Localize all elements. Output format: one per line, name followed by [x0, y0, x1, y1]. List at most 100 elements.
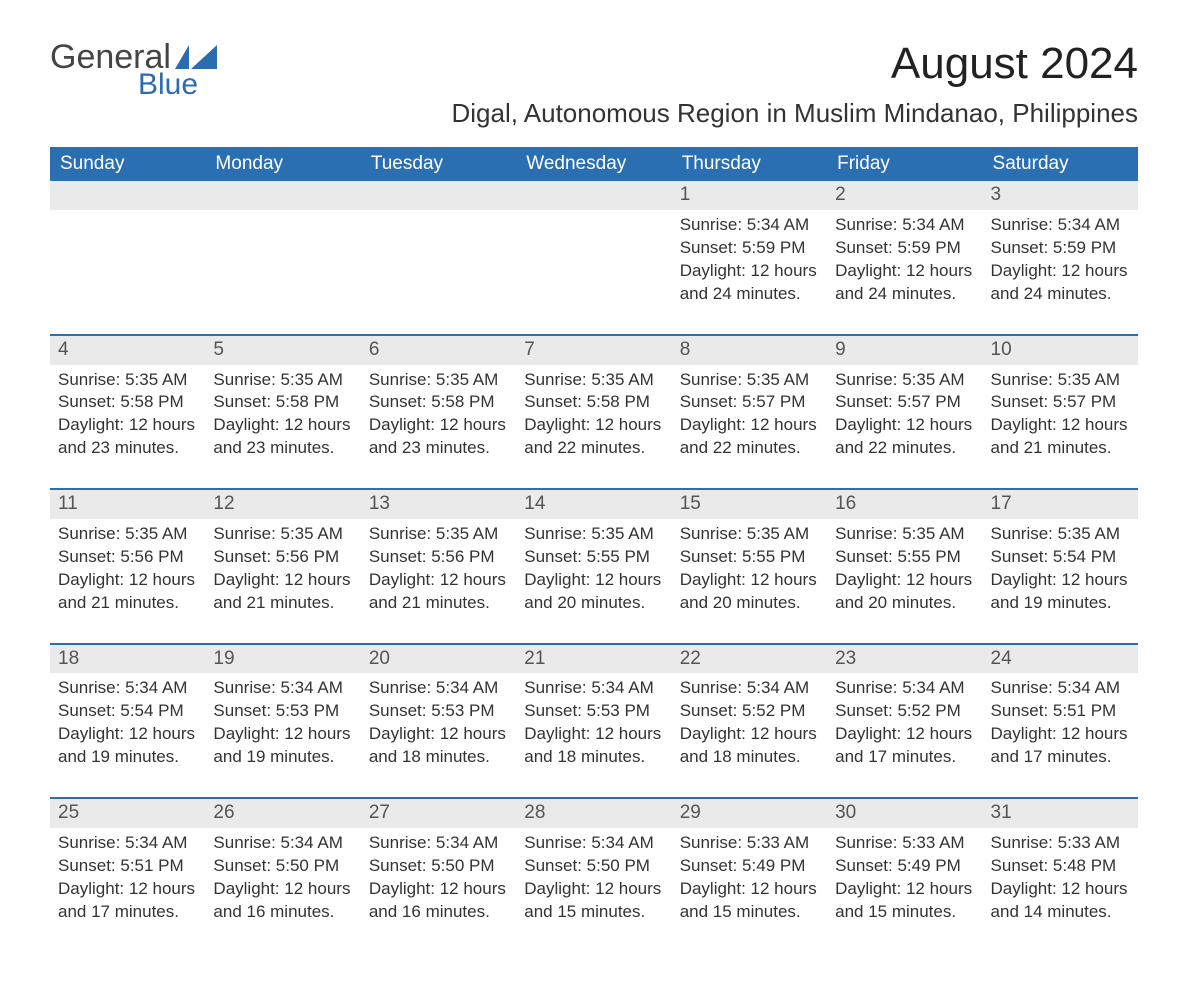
- day-number: 1: [672, 181, 827, 210]
- daylight-line: Daylight: 12 hours and 23 minutes.: [213, 414, 352, 460]
- day-content: [50, 210, 205, 310]
- sunrise-line: Sunrise: 5:34 AM: [835, 214, 974, 237]
- sunset-line: Sunset: 5:58 PM: [524, 391, 663, 414]
- day-content: Sunrise: 5:33 AMSunset: 5:49 PMDaylight:…: [672, 828, 827, 952]
- calendar-day-cell: 19Sunrise: 5:34 AMSunset: 5:53 PMDayligh…: [205, 644, 360, 798]
- day-number: 4: [50, 336, 205, 365]
- day-content: Sunrise: 5:34 AMSunset: 5:53 PMDaylight:…: [205, 673, 360, 797]
- day-number: 12: [205, 490, 360, 519]
- sunset-line: Sunset: 5:54 PM: [58, 700, 197, 723]
- day-number: 25: [50, 799, 205, 828]
- weekday-header: Wednesday: [516, 147, 671, 181]
- day-content: Sunrise: 5:34 AMSunset: 5:50 PMDaylight:…: [205, 828, 360, 952]
- day-number: [205, 181, 360, 210]
- calendar-day-cell: 23Sunrise: 5:34 AMSunset: 5:52 PMDayligh…: [827, 644, 982, 798]
- day-content: Sunrise: 5:35 AMSunset: 5:56 PMDaylight:…: [50, 519, 205, 643]
- sunset-line: Sunset: 5:59 PM: [991, 237, 1130, 260]
- daylight-line: Daylight: 12 hours and 17 minutes.: [991, 723, 1130, 769]
- day-content: Sunrise: 5:35 AMSunset: 5:57 PMDaylight:…: [672, 365, 827, 489]
- day-number: 6: [361, 336, 516, 365]
- daylight-line: Daylight: 12 hours and 15 minutes.: [680, 878, 819, 924]
- daylight-line: Daylight: 12 hours and 16 minutes.: [213, 878, 352, 924]
- day-content: Sunrise: 5:35 AMSunset: 5:58 PMDaylight:…: [361, 365, 516, 489]
- daylight-line: Daylight: 12 hours and 20 minutes.: [680, 569, 819, 615]
- daylight-line: Daylight: 12 hours and 24 minutes.: [835, 260, 974, 306]
- calendar-day-cell: 22Sunrise: 5:34 AMSunset: 5:52 PMDayligh…: [672, 644, 827, 798]
- weekday-header: Sunday: [50, 147, 205, 181]
- day-content: Sunrise: 5:35 AMSunset: 5:55 PMDaylight:…: [827, 519, 982, 643]
- day-content: Sunrise: 5:34 AMSunset: 5:59 PMDaylight:…: [983, 210, 1138, 334]
- calendar-day-cell: [516, 181, 671, 334]
- sunrise-line: Sunrise: 5:34 AM: [524, 832, 663, 855]
- day-content: Sunrise: 5:34 AMSunset: 5:52 PMDaylight:…: [827, 673, 982, 797]
- sunset-line: Sunset: 5:58 PM: [369, 391, 508, 414]
- sunset-line: Sunset: 5:52 PM: [680, 700, 819, 723]
- header: General Blue August 2024 Digal, Autonomo…: [50, 40, 1138, 143]
- calendar-week-row: 4Sunrise: 5:35 AMSunset: 5:58 PMDaylight…: [50, 335, 1138, 489]
- sunset-line: Sunset: 5:59 PM: [835, 237, 974, 260]
- day-number: 20: [361, 645, 516, 674]
- location-subtitle: Digal, Autonomous Region in Muslim Minda…: [452, 98, 1139, 129]
- daylight-line: Daylight: 12 hours and 15 minutes.: [524, 878, 663, 924]
- day-number: 19: [205, 645, 360, 674]
- day-number: 16: [827, 490, 982, 519]
- daylight-line: Daylight: 12 hours and 22 minutes.: [835, 414, 974, 460]
- calendar-week-row: 11Sunrise: 5:35 AMSunset: 5:56 PMDayligh…: [50, 489, 1138, 643]
- day-number: 28: [516, 799, 671, 828]
- calendar-day-cell: 18Sunrise: 5:34 AMSunset: 5:54 PMDayligh…: [50, 644, 205, 798]
- day-number: 7: [516, 336, 671, 365]
- calendar-day-cell: 29Sunrise: 5:33 AMSunset: 5:49 PMDayligh…: [672, 798, 827, 951]
- sunset-line: Sunset: 5:50 PM: [524, 855, 663, 878]
- sunset-line: Sunset: 5:57 PM: [991, 391, 1130, 414]
- day-number: 23: [827, 645, 982, 674]
- day-content: [205, 210, 360, 310]
- daylight-line: Daylight: 12 hours and 22 minutes.: [680, 414, 819, 460]
- sunset-line: Sunset: 5:54 PM: [991, 546, 1130, 569]
- calendar-day-cell: [361, 181, 516, 334]
- sunrise-line: Sunrise: 5:35 AM: [524, 369, 663, 392]
- day-number: 31: [983, 799, 1138, 828]
- daylight-line: Daylight: 12 hours and 23 minutes.: [369, 414, 508, 460]
- daylight-line: Daylight: 12 hours and 17 minutes.: [835, 723, 974, 769]
- day-number: 3: [983, 181, 1138, 210]
- sunrise-line: Sunrise: 5:34 AM: [213, 832, 352, 855]
- sunrise-line: Sunrise: 5:35 AM: [991, 523, 1130, 546]
- calendar-day-cell: 13Sunrise: 5:35 AMSunset: 5:56 PMDayligh…: [361, 489, 516, 643]
- day-content: Sunrise: 5:35 AMSunset: 5:58 PMDaylight:…: [50, 365, 205, 489]
- calendar-body: 1Sunrise: 5:34 AMSunset: 5:59 PMDaylight…: [50, 181, 1138, 951]
- calendar-day-cell: 21Sunrise: 5:34 AMSunset: 5:53 PMDayligh…: [516, 644, 671, 798]
- weekday-header: Thursday: [672, 147, 827, 181]
- daylight-line: Daylight: 12 hours and 15 minutes.: [835, 878, 974, 924]
- daylight-line: Daylight: 12 hours and 19 minutes.: [991, 569, 1130, 615]
- calendar-day-cell: 5Sunrise: 5:35 AMSunset: 5:58 PMDaylight…: [205, 335, 360, 489]
- calendar-day-cell: 15Sunrise: 5:35 AMSunset: 5:55 PMDayligh…: [672, 489, 827, 643]
- calendar-day-cell: 2Sunrise: 5:34 AMSunset: 5:59 PMDaylight…: [827, 181, 982, 334]
- sunrise-line: Sunrise: 5:35 AM: [58, 523, 197, 546]
- day-content: Sunrise: 5:33 AMSunset: 5:48 PMDaylight:…: [983, 828, 1138, 952]
- day-content: [361, 210, 516, 310]
- daylight-line: Daylight: 12 hours and 24 minutes.: [680, 260, 819, 306]
- sunrise-line: Sunrise: 5:35 AM: [991, 369, 1130, 392]
- daylight-line: Daylight: 12 hours and 21 minutes.: [213, 569, 352, 615]
- title-block: August 2024 Digal, Autonomous Region in …: [452, 40, 1139, 143]
- sunset-line: Sunset: 5:50 PM: [213, 855, 352, 878]
- sunrise-line: Sunrise: 5:35 AM: [369, 369, 508, 392]
- day-content: Sunrise: 5:34 AMSunset: 5:53 PMDaylight:…: [516, 673, 671, 797]
- sunrise-line: Sunrise: 5:35 AM: [524, 523, 663, 546]
- sunrise-line: Sunrise: 5:35 AM: [213, 523, 352, 546]
- day-number: 14: [516, 490, 671, 519]
- daylight-line: Daylight: 12 hours and 19 minutes.: [213, 723, 352, 769]
- day-number: [516, 181, 671, 210]
- day-number: [50, 181, 205, 210]
- daylight-line: Daylight: 12 hours and 20 minutes.: [835, 569, 974, 615]
- sunset-line: Sunset: 5:50 PM: [369, 855, 508, 878]
- calendar-day-cell: 31Sunrise: 5:33 AMSunset: 5:48 PMDayligh…: [983, 798, 1138, 951]
- daylight-line: Daylight: 12 hours and 21 minutes.: [58, 569, 197, 615]
- sunset-line: Sunset: 5:55 PM: [524, 546, 663, 569]
- day-number: 10: [983, 336, 1138, 365]
- day-content: Sunrise: 5:34 AMSunset: 5:52 PMDaylight:…: [672, 673, 827, 797]
- sunrise-line: Sunrise: 5:33 AM: [680, 832, 819, 855]
- day-number: 11: [50, 490, 205, 519]
- sunrise-line: Sunrise: 5:34 AM: [991, 214, 1130, 237]
- page: General Blue August 2024 Digal, Autonomo…: [0, 0, 1188, 1002]
